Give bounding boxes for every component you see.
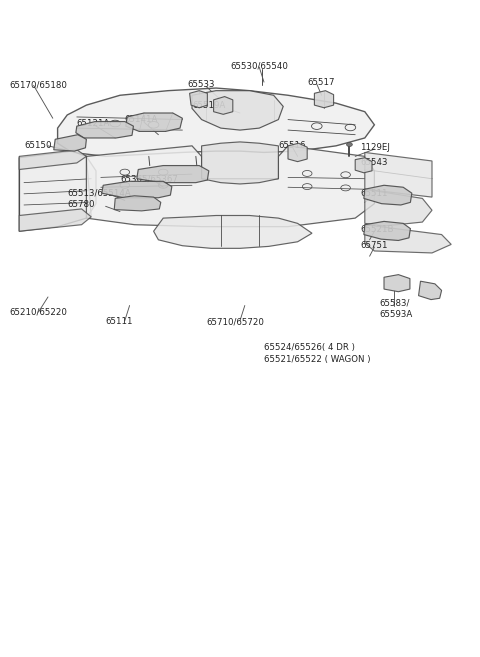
- Text: 65519A: 65519A: [192, 101, 225, 110]
- Text: 65517: 65517: [307, 78, 335, 87]
- Polygon shape: [419, 281, 442, 300]
- Polygon shape: [314, 91, 334, 108]
- Polygon shape: [126, 113, 182, 131]
- Text: 65210/65220: 65210/65220: [10, 307, 68, 317]
- Polygon shape: [137, 166, 209, 183]
- Polygon shape: [364, 221, 410, 240]
- Polygon shape: [19, 209, 91, 231]
- Text: 65543: 65543: [360, 158, 387, 168]
- Polygon shape: [365, 189, 432, 226]
- Polygon shape: [19, 151, 96, 231]
- Text: 65583/
65593A: 65583/ 65593A: [379, 299, 412, 319]
- Text: 65780: 65780: [67, 200, 95, 210]
- Text: 65513/65514A: 65513/65514A: [67, 189, 131, 198]
- Polygon shape: [58, 88, 374, 156]
- Text: 65150: 65150: [24, 141, 51, 150]
- Polygon shape: [192, 91, 283, 130]
- Text: 65533: 65533: [187, 79, 215, 89]
- Text: 65121A: 65121A: [77, 119, 110, 128]
- Text: 65521B: 65521B: [360, 225, 394, 235]
- Text: 65170/65180: 65170/65180: [10, 81, 68, 90]
- Polygon shape: [114, 196, 161, 211]
- Text: 65516: 65516: [278, 141, 306, 150]
- Text: 65530/65540: 65530/65540: [230, 61, 288, 70]
- Polygon shape: [154, 215, 312, 248]
- Text: 1129EJ: 1129EJ: [360, 143, 390, 152]
- Ellipse shape: [347, 143, 352, 147]
- Polygon shape: [384, 275, 410, 292]
- Polygon shape: [190, 91, 207, 108]
- Text: 65111: 65111: [106, 317, 133, 327]
- Polygon shape: [76, 122, 133, 138]
- Text: 65710/65720: 65710/65720: [206, 317, 264, 327]
- Text: 65141A: 65141A: [125, 115, 158, 124]
- Polygon shape: [288, 143, 307, 162]
- Polygon shape: [214, 97, 233, 114]
- Polygon shape: [365, 152, 432, 197]
- Text: 65365/65367: 65365/65367: [120, 174, 178, 183]
- Polygon shape: [365, 225, 451, 253]
- Polygon shape: [355, 158, 372, 173]
- Text: 65524/65526( 4 DR )
65521/65522 ( WAGON ): 65524/65526( 4 DR ) 65521/65522 ( WAGON …: [264, 344, 371, 363]
- Polygon shape: [19, 150, 86, 170]
- Polygon shape: [202, 142, 278, 184]
- Polygon shape: [86, 146, 374, 227]
- Polygon shape: [364, 185, 412, 205]
- Text: 65511: 65511: [360, 189, 387, 198]
- Polygon shape: [102, 181, 172, 198]
- Polygon shape: [54, 135, 86, 151]
- Text: 65751: 65751: [360, 241, 387, 250]
